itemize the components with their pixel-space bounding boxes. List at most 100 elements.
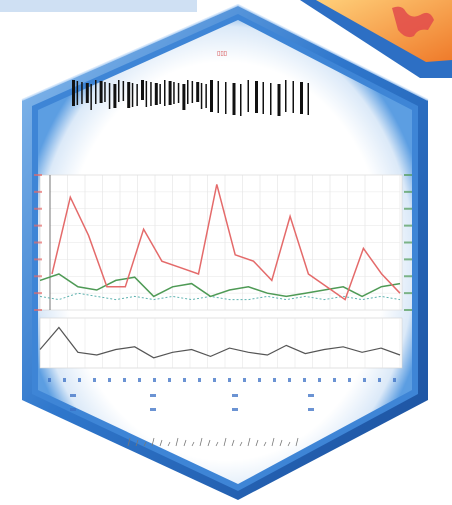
bottom-mark xyxy=(223,437,227,447)
barcode-bar xyxy=(154,83,158,105)
series-red-line xyxy=(51,184,401,301)
bottom-mark xyxy=(199,437,203,447)
bottom-mark xyxy=(255,439,259,447)
barcode-bar xyxy=(76,81,79,105)
barcode-bar xyxy=(255,81,258,113)
left-axis-ticks xyxy=(34,174,42,311)
bottom-mark xyxy=(287,441,291,447)
x-tick xyxy=(183,378,186,382)
bottom-mark xyxy=(135,439,139,447)
x-tick xyxy=(78,378,81,382)
x-tick xyxy=(378,378,381,382)
left-tick xyxy=(34,241,42,244)
barcode-bar xyxy=(240,84,242,116)
x-tick xyxy=(363,378,366,382)
x-group-row xyxy=(70,394,314,397)
right-tick xyxy=(404,241,412,244)
x-tick xyxy=(348,378,351,382)
bottom-marks xyxy=(127,437,299,447)
barcode-bar xyxy=(122,81,125,101)
x-tick xyxy=(138,378,141,382)
barcode-bar xyxy=(217,81,219,113)
right-tick xyxy=(404,275,412,278)
barcode-bar xyxy=(247,80,249,112)
left-tick xyxy=(34,309,42,311)
x-tick xyxy=(93,378,96,382)
x-tick xyxy=(393,378,396,382)
series-green-line xyxy=(39,273,401,298)
barcode-bar xyxy=(262,82,264,114)
barcode-bar xyxy=(131,83,134,107)
x-group-tick xyxy=(150,394,156,397)
x-tick xyxy=(168,378,171,382)
right-tick xyxy=(404,190,412,193)
barcode-bar xyxy=(177,83,180,103)
barcode-bar xyxy=(81,82,83,104)
barcode-bar xyxy=(200,83,203,109)
barcode-bar xyxy=(118,80,120,102)
left-tick xyxy=(34,292,42,295)
bottom-mark xyxy=(167,441,171,447)
x-tick xyxy=(213,378,216,382)
top-bar xyxy=(0,0,197,12)
sub-chart-grid xyxy=(49,318,401,368)
bottom-mark xyxy=(295,437,299,447)
barcode-bar xyxy=(292,81,294,113)
barcode-bar xyxy=(145,81,148,107)
barcode-bar xyxy=(85,83,89,103)
bottom-mark xyxy=(239,441,243,447)
left-tick xyxy=(34,207,42,210)
right-tick xyxy=(404,224,412,227)
barcode-bar xyxy=(187,80,189,104)
x-tick xyxy=(243,378,246,382)
left-tick xyxy=(34,275,42,278)
bottom-mark xyxy=(183,439,187,447)
bottom-mark xyxy=(191,441,195,447)
barcode-bar xyxy=(277,84,281,116)
bottom-mark xyxy=(175,437,179,447)
barcode-bar xyxy=(270,83,272,115)
left-tick xyxy=(34,190,42,193)
barcode-bar xyxy=(141,80,144,100)
x-group-tick xyxy=(308,394,314,397)
bottom-mark xyxy=(143,441,147,447)
x-tick xyxy=(318,378,321,382)
barcode-bar xyxy=(95,80,97,104)
x-tick xyxy=(108,378,111,382)
barcode-bar xyxy=(113,84,117,108)
barcode-bar xyxy=(182,84,186,110)
x-tick xyxy=(123,378,126,382)
barcode-bar xyxy=(225,82,227,114)
bottom-mark xyxy=(151,437,155,447)
barcode-bar xyxy=(99,81,103,103)
right-tick xyxy=(404,207,412,210)
x-tick xyxy=(273,378,276,382)
barcode-bar xyxy=(136,84,138,106)
barcode-bar xyxy=(205,84,207,108)
bottom-mark xyxy=(231,439,235,447)
barcode-bar xyxy=(72,80,75,106)
left-tick xyxy=(34,224,42,227)
x-group-tick xyxy=(232,394,238,397)
barcode-bar xyxy=(159,84,161,104)
bottom-mark xyxy=(263,441,267,447)
bottom-mark xyxy=(127,437,131,447)
barcode-bar xyxy=(127,82,131,108)
x-subgroup-tick xyxy=(70,408,76,411)
barcode-bar xyxy=(104,82,106,102)
right-tick xyxy=(404,309,412,311)
barcode-bar xyxy=(168,81,172,105)
sub-chart xyxy=(39,317,403,369)
x-tick xyxy=(288,378,291,382)
bottom-mark xyxy=(159,439,163,447)
corner-tile xyxy=(300,0,452,78)
right-tick xyxy=(404,258,412,261)
barcode-bar xyxy=(307,83,309,115)
x-subgroup-tick xyxy=(232,408,238,411)
bottom-mark xyxy=(215,441,219,447)
x-tick xyxy=(48,378,51,382)
x-tick xyxy=(153,378,156,382)
right-tick xyxy=(404,174,412,176)
x-tick xyxy=(198,378,201,382)
